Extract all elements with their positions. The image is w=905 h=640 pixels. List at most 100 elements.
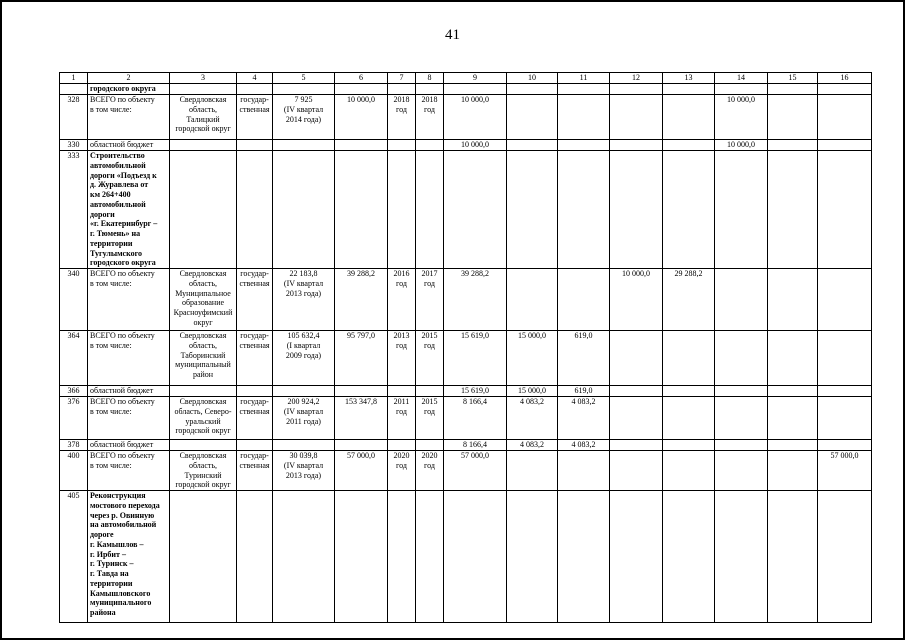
column-number-cell: 12 xyxy=(609,72,663,84)
value-cell xyxy=(714,385,768,397)
value-cell: 22 183,8 (IV квартал 2013 года) xyxy=(272,268,335,331)
value-cell xyxy=(817,396,872,440)
value-cell: 10 000,0 xyxy=(714,139,768,151)
value-cell xyxy=(662,330,715,386)
value-cell xyxy=(714,396,768,440)
value-cell xyxy=(236,150,273,269)
value-cell xyxy=(714,450,768,491)
value-cell xyxy=(609,150,663,269)
table-row: 405 Реконструкция мостового перехода чере… xyxy=(59,490,872,623)
value-cell xyxy=(662,139,715,151)
value-cell: 30 039,8 (IV квартал 2013 года) xyxy=(272,450,335,491)
value-cell xyxy=(506,83,558,95)
value-cell xyxy=(817,490,872,623)
value-cell: 8 166,4 xyxy=(443,439,507,451)
description-cell: областной бюджет xyxy=(87,139,170,151)
value-cell xyxy=(387,83,416,95)
value-cell: государ- ственная xyxy=(236,268,273,331)
value-cell: 2018 год xyxy=(415,94,444,140)
page-number: 41 xyxy=(445,27,460,43)
value-cell xyxy=(767,396,818,440)
value-cell: 10 000,0 xyxy=(443,94,507,140)
value-cell: 15 619,0 xyxy=(443,330,507,386)
value-cell: государ- ственная xyxy=(236,94,273,140)
value-cell xyxy=(557,268,610,331)
value-cell: 2020 год xyxy=(415,450,444,491)
value-cell xyxy=(662,385,715,397)
value-cell xyxy=(817,439,872,451)
column-number-cell: 6 xyxy=(334,72,388,84)
value-cell xyxy=(506,268,558,331)
value-cell xyxy=(662,150,715,269)
value-cell xyxy=(817,385,872,397)
value-cell xyxy=(662,439,715,451)
row-number-cell: 340 xyxy=(59,268,88,331)
column-number-cell: 2 xyxy=(87,72,170,84)
value-cell xyxy=(767,490,818,623)
value-cell xyxy=(609,396,663,440)
value-cell xyxy=(334,439,388,451)
value-cell: 2015 год xyxy=(415,396,444,440)
value-cell xyxy=(714,268,768,331)
value-cell: 2016 год xyxy=(387,268,416,331)
value-cell xyxy=(334,385,388,397)
value-cell xyxy=(272,490,335,623)
row-number-cell: 378 xyxy=(59,439,88,451)
value-cell: 4 083,2 xyxy=(506,396,558,440)
value-cell: 10 000,0 xyxy=(334,94,388,140)
value-cell xyxy=(387,490,416,623)
value-cell: 2013 год xyxy=(387,330,416,386)
description-cell: ВСЕГО по объекту в том числе: xyxy=(87,450,170,491)
value-cell xyxy=(609,490,663,623)
value-cell xyxy=(714,490,768,623)
value-cell xyxy=(387,385,416,397)
value-cell: 105 632,4 (I квартал 2009 года) xyxy=(272,330,335,386)
column-number-cell: 7 xyxy=(387,72,416,84)
value-cell: 2017 год xyxy=(415,268,444,331)
value-cell: Свердловская область, Туринский городско… xyxy=(169,450,237,491)
column-numbers-row: 1 2 3 4 5 6 7 8 9 10 11 12 13 14 15 16 xyxy=(59,72,872,84)
value-cell xyxy=(169,83,237,95)
value-cell: 57 000,0 xyxy=(334,450,388,491)
value-cell xyxy=(662,490,715,623)
column-number-cell: 11 xyxy=(557,72,610,84)
value-cell xyxy=(557,139,610,151)
value-cell xyxy=(714,330,768,386)
column-number-cell: 13 xyxy=(662,72,715,84)
value-cell: 39 288,2 xyxy=(443,268,507,331)
row-number-cell: 330 xyxy=(59,139,88,151)
value-cell: 15 619,0 xyxy=(443,385,507,397)
value-cell xyxy=(169,490,237,623)
value-cell: Свердловская область, Таборинский муници… xyxy=(169,330,237,386)
column-number-cell: 1 xyxy=(59,72,88,84)
value-cell xyxy=(415,439,444,451)
value-cell xyxy=(334,150,388,269)
value-cell xyxy=(236,139,273,151)
value-cell: 8 166,4 xyxy=(443,396,507,440)
value-cell xyxy=(817,83,872,95)
value-cell: 39 288,2 xyxy=(334,268,388,331)
value-cell xyxy=(272,150,335,269)
value-cell xyxy=(415,385,444,397)
value-cell xyxy=(415,150,444,269)
row-number-cell: 364 xyxy=(59,330,88,386)
value-cell xyxy=(415,83,444,95)
row-number-cell: 333 xyxy=(59,150,88,269)
value-cell xyxy=(272,83,335,95)
description-cell: ВСЕГО по объекту в том числе: xyxy=(87,330,170,386)
value-cell: 2015 год xyxy=(415,330,444,386)
value-cell xyxy=(272,439,335,451)
value-cell: 619,0 xyxy=(557,330,610,386)
value-cell xyxy=(767,330,818,386)
value-cell: 57 000,0 xyxy=(817,450,872,491)
value-cell xyxy=(557,83,610,95)
value-cell xyxy=(169,150,237,269)
value-cell xyxy=(443,490,507,623)
value-cell xyxy=(662,94,715,140)
value-cell: государ- ственная xyxy=(236,450,273,491)
column-number-cell: 14 xyxy=(714,72,768,84)
description-cell: Строительство автомобильной дороги «Подъ… xyxy=(87,150,170,269)
description-cell: ВСЕГО по объекту в том числе: xyxy=(87,396,170,440)
value-cell: 10 000,0 xyxy=(714,94,768,140)
value-cell xyxy=(767,150,818,269)
